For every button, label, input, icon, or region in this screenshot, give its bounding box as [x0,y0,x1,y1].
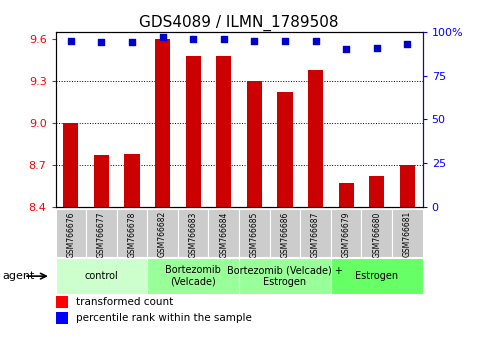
Bar [56,312,69,324]
Bar [56,209,86,257]
Bar [117,209,147,257]
Bar [331,258,423,294]
Bar [270,209,300,257]
Bar [339,183,354,207]
Bar [239,209,270,257]
Point [189,36,197,42]
Text: transformed count: transformed count [76,297,173,307]
Bar [56,296,69,308]
Point [128,40,136,45]
Text: agent: agent [2,271,35,281]
Text: GSM766681: GSM766681 [403,211,412,257]
Text: GSM766687: GSM766687 [311,211,320,258]
Bar [178,209,209,257]
Text: percentile rank within the sample: percentile rank within the sample [76,313,252,323]
Bar [331,209,361,257]
Point [220,36,227,42]
Bar [209,209,239,257]
Bar [392,209,423,257]
Bar [239,258,331,294]
Text: Estrogen: Estrogen [355,271,398,281]
Point [403,41,411,47]
Point [281,38,289,44]
Bar [185,56,201,207]
Point [98,40,105,45]
Text: Bortezomib
(Velcade): Bortezomib (Velcade) [165,265,221,287]
Bar [400,165,415,207]
Point [251,38,258,44]
Bar [125,154,140,207]
Text: GSM766682: GSM766682 [158,211,167,257]
Text: GSM766686: GSM766686 [281,211,289,258]
Point [67,38,75,44]
Bar [147,209,178,257]
Text: Bortezomib (Velcade) +
Estrogen: Bortezomib (Velcade) + Estrogen [227,265,343,287]
Text: GSM766677: GSM766677 [97,211,106,258]
Text: GSM766676: GSM766676 [66,211,75,258]
Text: GSM766680: GSM766680 [372,211,381,258]
Text: control: control [85,271,118,281]
Text: GSM766683: GSM766683 [189,211,198,258]
Point [312,38,319,44]
Text: GSM766678: GSM766678 [128,211,137,258]
Bar [308,70,323,207]
Point [373,45,381,51]
Title: GDS4089 / ILMN_1789508: GDS4089 / ILMN_1789508 [139,14,339,30]
Bar [277,92,293,207]
Bar [63,123,78,207]
Bar [155,39,170,207]
Text: GSM766679: GSM766679 [341,211,351,258]
Bar [369,176,384,207]
Bar [94,155,109,207]
Text: GSM766684: GSM766684 [219,211,228,258]
Text: GSM766685: GSM766685 [250,211,259,258]
Bar [216,56,231,207]
Bar [361,209,392,257]
Point [159,34,167,40]
Bar [56,258,147,294]
Point [342,47,350,52]
Bar [86,209,117,257]
Bar [300,209,331,257]
Bar [147,258,239,294]
Bar [247,81,262,207]
